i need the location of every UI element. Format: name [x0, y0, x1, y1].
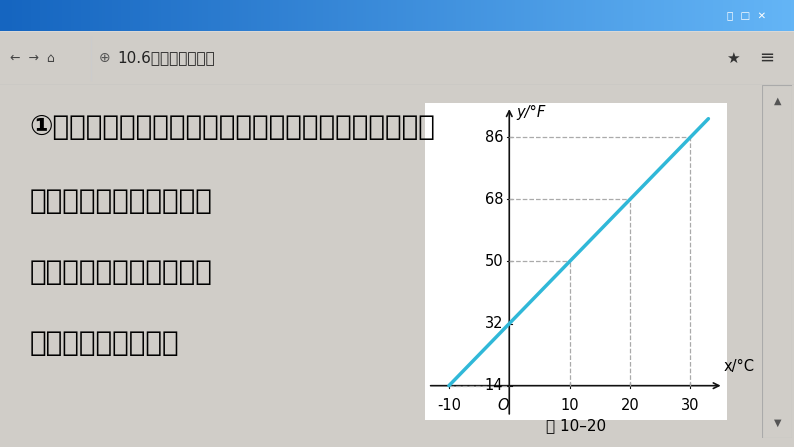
Text: 10.6一次函数的应用: 10.6一次函数的应用: [118, 51, 215, 66]
Text: 变量，那么它们之间的函: 变量，那么它们之间的函: [29, 187, 212, 215]
Text: 86: 86: [485, 130, 503, 145]
Text: 数关系是一次函数吗？你: 数关系是一次函数吗？你: [29, 258, 212, 286]
Text: ★: ★: [726, 51, 740, 66]
Text: ⊕: ⊕: [99, 51, 111, 65]
Text: ①观察上表，如果把表中的摄氏温度与华氏温度都看作: ①观察上表，如果把表中的摄氏温度与华氏温度都看作: [29, 113, 435, 141]
Text: 50: 50: [484, 254, 503, 269]
Text: ←  →  ⌂: ← → ⌂: [10, 51, 56, 65]
Text: ▼: ▼: [773, 417, 781, 427]
Text: x/°C: x/°C: [723, 358, 754, 374]
Text: 68: 68: [485, 192, 503, 207]
Text: ▲: ▲: [773, 96, 781, 105]
Text: 30: 30: [681, 398, 700, 413]
Text: ≡: ≡: [758, 49, 774, 67]
Text: O: O: [498, 398, 509, 413]
Text: 图 10–20: 图 10–20: [545, 418, 606, 434]
Text: 14: 14: [485, 378, 503, 393]
Text: y/°F: y/°F: [517, 105, 545, 119]
Text: 是如何探索得到的？: 是如何探索得到的？: [29, 329, 179, 357]
Text: －  □  ✕: － □ ✕: [727, 11, 766, 21]
Text: 20: 20: [621, 398, 639, 413]
Text: 32: 32: [485, 316, 503, 331]
Text: -10: -10: [437, 398, 461, 413]
Text: 10: 10: [561, 398, 579, 413]
